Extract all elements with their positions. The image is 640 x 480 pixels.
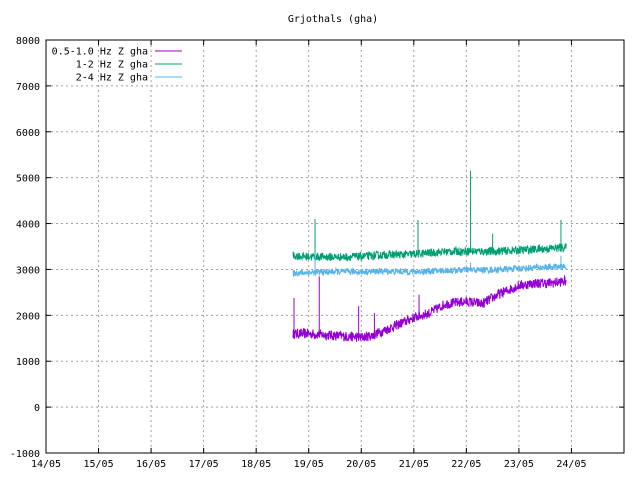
x-tick-label: 17/05 bbox=[189, 459, 219, 470]
y-tick-label: 7000 bbox=[16, 82, 40, 93]
x-tick-label: 16/05 bbox=[136, 459, 166, 470]
series-line bbox=[292, 262, 567, 278]
chart-title: Grjothals (gha) bbox=[288, 14, 378, 25]
legend: 0.5-1.0 Hz Z gha 1-2 Hz Z gha 2-4 Hz Z gha bbox=[52, 47, 182, 84]
x-tick-label: 20/05 bbox=[346, 459, 376, 470]
x-tick-label: 24/05 bbox=[556, 459, 586, 470]
series-line bbox=[292, 242, 567, 263]
y-tick-label: 3000 bbox=[16, 265, 40, 276]
y-tick-label: 2000 bbox=[16, 311, 40, 322]
y-tick-label: 5000 bbox=[16, 174, 40, 185]
x-tick-label: 18/05 bbox=[241, 459, 271, 470]
y-tick-label: -1000 bbox=[10, 449, 40, 460]
y-tick-label: 6000 bbox=[16, 128, 40, 139]
grid bbox=[45, 40, 624, 453]
y-tick-label: 8000 bbox=[16, 36, 40, 47]
series-layer bbox=[292, 170, 567, 342]
series-line bbox=[292, 274, 567, 342]
axis-ticks: -1000 0 1000 2000 3000 4000 5000 6000 7000 8000 14… bbox=[10, 36, 624, 470]
x-tick-label: 22/05 bbox=[451, 459, 481, 470]
y-tick-label: 1000 bbox=[16, 357, 40, 368]
legend-label: 2-4 Hz Z gha bbox=[76, 73, 148, 84]
legend-label: 1-2 Hz Z gha bbox=[76, 60, 148, 71]
y-tick-label: 0 bbox=[34, 403, 40, 414]
x-tick-label: 23/05 bbox=[504, 459, 534, 470]
x-tick-label: 21/05 bbox=[399, 459, 429, 470]
x-tick-label: 15/05 bbox=[83, 459, 113, 470]
legend-label: 0.5-1.0 Hz Z gha bbox=[52, 47, 148, 58]
x-tick-label: 19/05 bbox=[294, 459, 324, 470]
plot-frame bbox=[45, 39, 625, 454]
y-tick-label: 4000 bbox=[16, 220, 40, 231]
x-tick-label: 14/05 bbox=[31, 459, 61, 470]
